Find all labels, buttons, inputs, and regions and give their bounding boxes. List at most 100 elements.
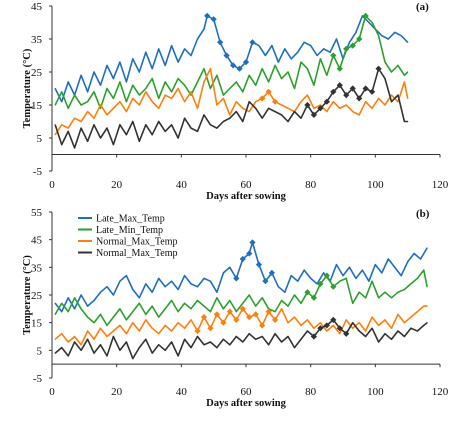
data-point-late_min <box>183 84 186 86</box>
data-point-normal_max <box>280 104 283 106</box>
data-point-late_max <box>348 266 351 268</box>
data-point-normal_max <box>339 333 341 335</box>
data-point-normal_min <box>67 130 69 132</box>
data-point-late_min <box>397 291 399 293</box>
data-point-normal_min <box>138 346 140 349</box>
series-line-normal_min <box>54 319 428 360</box>
data-point-late_min <box>416 277 418 279</box>
data-point-normal_max <box>106 335 108 338</box>
data-point-normal_max <box>397 313 399 315</box>
data-point-normal_max <box>190 91 192 93</box>
data-point-late_max <box>348 41 351 43</box>
data-point-normal_max <box>352 327 354 329</box>
data-point-normal_min <box>119 124 121 126</box>
data-point-late_max <box>335 38 338 40</box>
data-point-late_max <box>125 275 127 277</box>
data-point-normal_min <box>229 344 231 346</box>
data-point-normal_max <box>319 104 321 106</box>
data-point-normal_min <box>203 114 205 116</box>
data-point-normal_max <box>410 316 412 318</box>
data-point-late_max <box>190 54 192 57</box>
data-point-late_max <box>329 51 331 53</box>
data-point-normal_max <box>203 81 205 83</box>
data-point-normal_min <box>106 127 108 129</box>
data-point-normal_max <box>61 333 63 335</box>
data-point-normal_min <box>343 330 350 337</box>
x-tick-label: 0 <box>49 179 55 191</box>
data-point-late_max <box>258 45 260 47</box>
data-point-late_min <box>426 286 428 288</box>
data-point-normal_min <box>323 322 330 329</box>
data-point-normal_min <box>261 117 263 119</box>
data-point-normal_max <box>216 104 218 106</box>
data-point-normal_max <box>306 94 309 96</box>
data-point-normal_max <box>371 316 373 318</box>
data-point-normal_min <box>384 78 386 80</box>
data-point-late_min <box>61 302 63 304</box>
data-point-normal_min <box>61 346 63 349</box>
data-point-late_min <box>397 64 399 66</box>
data-point-late_min <box>106 87 108 90</box>
data-point-late_max <box>310 45 312 47</box>
data-point-late_max <box>426 247 428 249</box>
data-point-normal_max <box>235 101 237 103</box>
data-point-normal_max <box>287 322 289 324</box>
data-point-normal_min <box>216 346 218 349</box>
y-tick-label: 25 <box>31 290 43 302</box>
data-point-normal_max <box>132 322 134 324</box>
data-point-late_max <box>290 275 292 277</box>
data-point-normal_min <box>242 341 244 343</box>
data-point-normal_min <box>177 137 179 139</box>
data-point-normal_min <box>190 346 192 349</box>
x-tick-label: 120 <box>432 386 449 398</box>
data-point-late_max <box>310 277 312 279</box>
data-point-late_max <box>80 74 82 76</box>
data-point-late_min <box>151 78 153 80</box>
legend-label: Late_Max_Temp <box>96 214 165 225</box>
data-point-late_min <box>384 291 386 293</box>
data-point-late_min <box>358 291 360 293</box>
series-line-late_max <box>54 15 409 103</box>
data-point-normal_min <box>99 344 102 346</box>
data-point-normal_min <box>416 330 418 332</box>
data-point-late_min <box>377 35 380 37</box>
data-point-late_max <box>290 58 292 60</box>
y-tick-label: 15 <box>31 100 43 112</box>
data-point-normal_min <box>222 338 224 340</box>
data-point-late_max <box>54 87 56 90</box>
data-point-late_min <box>132 311 134 313</box>
data-point-late_min <box>145 87 147 90</box>
data-point-late_min <box>410 283 412 285</box>
data-point-late_max <box>145 51 147 53</box>
x-tick-label: 100 <box>367 179 384 191</box>
data-point-late_min <box>310 294 318 301</box>
data-point-normal_max <box>158 333 160 335</box>
data-point-late_max <box>112 294 115 296</box>
data-point-late_min <box>280 299 283 302</box>
data-point-late_min <box>407 71 409 73</box>
data-point-late_max <box>297 51 299 53</box>
data-point-late_min <box>145 313 147 315</box>
data-point-late_min <box>248 74 250 76</box>
data-point-late_max <box>420 258 422 260</box>
data-point-normal_min <box>177 355 179 357</box>
series-late_min <box>54 269 428 327</box>
series-normal_min <box>54 65 409 149</box>
data-point-normal_max <box>339 107 341 109</box>
data-point-normal_max <box>125 333 127 335</box>
data-point-normal_min <box>216 127 218 129</box>
data-point-late_min <box>287 305 289 307</box>
data-point-normal_min <box>317 325 324 332</box>
data-point-normal_min <box>54 352 56 354</box>
data-point-late_max <box>196 38 199 40</box>
data-point-normal_max <box>99 327 102 329</box>
data-point-late_max <box>183 275 186 277</box>
data-point-normal_max <box>80 344 82 346</box>
data-point-late_max <box>400 35 402 37</box>
data-point-normal_max <box>280 308 283 310</box>
data-point-normal_max <box>86 111 89 113</box>
data-point-late_max <box>183 48 186 50</box>
data-point-late_max <box>151 291 153 293</box>
data-point-normal_max <box>248 111 250 113</box>
series-line-normal_max <box>54 305 428 346</box>
